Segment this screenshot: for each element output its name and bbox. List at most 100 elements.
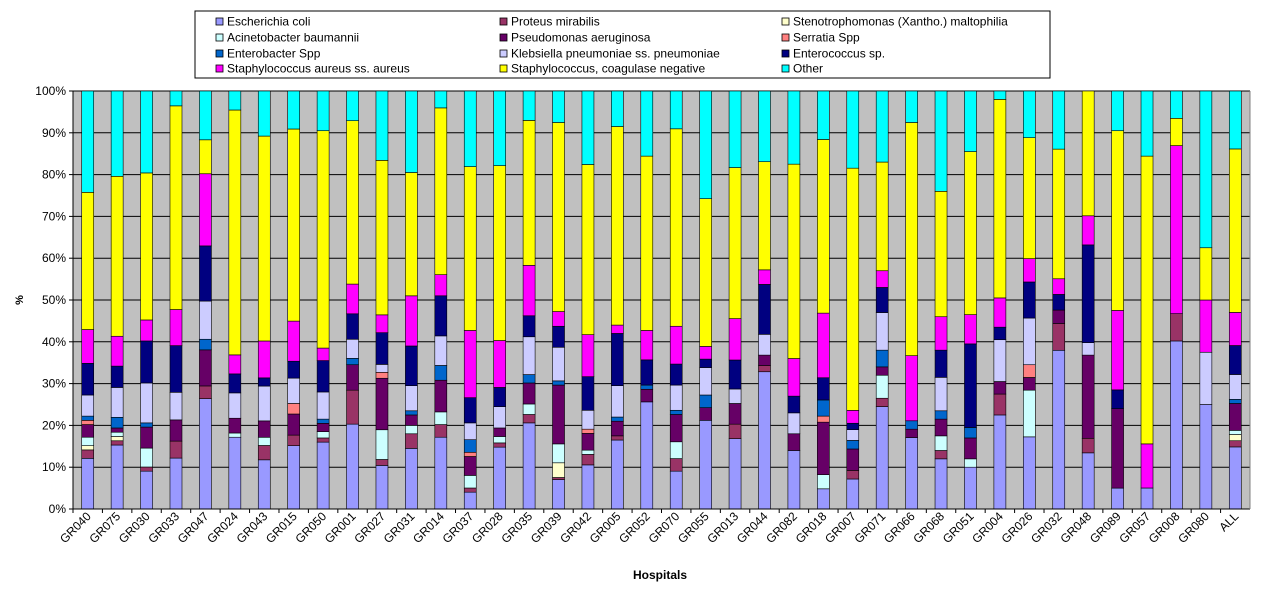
bar-segment	[1052, 349, 1066, 510]
bar-segment	[905, 428, 918, 438]
y-tick-label: 50%	[42, 293, 66, 307]
legend-swatch	[499, 49, 508, 58]
bar-segment	[522, 414, 536, 424]
bar-segment	[875, 374, 889, 399]
legend-swatch	[215, 17, 224, 26]
bar-segment	[405, 425, 418, 435]
bar-segment	[875, 270, 889, 288]
bar-segment	[110, 436, 124, 442]
bar-segment	[964, 466, 977, 510]
bar-segment	[110, 90, 124, 177]
bar-segment	[110, 416, 124, 429]
bar-segment	[728, 423, 742, 439]
bar-segment	[110, 387, 124, 418]
bar-segment	[699, 358, 712, 368]
bar-segment	[434, 274, 448, 297]
bar-segment	[846, 422, 860, 430]
bar-segment	[287, 445, 300, 510]
bar-segment	[140, 382, 153, 424]
bar-segment	[140, 319, 153, 342]
bar-segment	[1081, 342, 1095, 356]
bar-segment	[787, 450, 801, 510]
bar-segment	[1170, 118, 1183, 146]
bar-segment	[846, 167, 860, 411]
bar-segment	[199, 398, 212, 510]
bar-segment	[875, 287, 889, 313]
bar-segment	[699, 394, 712, 408]
bar-segment	[346, 90, 359, 122]
bar-segment	[169, 391, 183, 421]
bar-segment	[1052, 294, 1066, 311]
bar-segment	[199, 90, 212, 141]
bar-segment	[287, 128, 300, 322]
bar-segment	[405, 295, 418, 347]
bar-segment	[669, 458, 683, 472]
bar-segment	[228, 373, 242, 394]
bar-segment	[817, 474, 830, 490]
bar-segment	[817, 421, 830, 475]
bar-segment	[463, 422, 477, 440]
bar-segment	[934, 450, 948, 460]
legend-swatch	[215, 33, 224, 42]
bar-segment	[758, 161, 771, 271]
bar-segment	[522, 120, 536, 266]
bar-segment	[346, 358, 359, 366]
bar-segment	[640, 388, 654, 403]
bar-segment	[81, 424, 95, 438]
bar-segment	[728, 388, 742, 404]
bar-segment	[552, 380, 565, 386]
bar-segment	[817, 415, 830, 423]
bar-segment	[669, 414, 683, 443]
bar-segment	[934, 316, 948, 351]
bar-segment	[81, 420, 95, 425]
bar-segment	[905, 355, 918, 422]
bar-segment	[758, 354, 771, 366]
bar-segment	[522, 382, 536, 405]
legend-label: Staphylococcus, coagulase negative	[511, 62, 705, 76]
bar-segment	[846, 410, 860, 424]
y-tick-label: 30%	[42, 377, 66, 391]
bar-segment	[611, 126, 624, 326]
bar-segment	[434, 107, 448, 275]
bar-segment	[758, 269, 771, 285]
bar-segment	[169, 309, 183, 346]
bar-segment	[1023, 317, 1036, 366]
bar-segment	[1023, 281, 1036, 319]
bar-segment	[640, 384, 654, 390]
bar-segment	[522, 374, 536, 384]
bar-segment	[169, 419, 183, 442]
bar-segment	[728, 167, 742, 319]
bar-segment	[552, 90, 565, 123]
legend-label: Enterococcus sp.	[793, 47, 885, 61]
bar-segment	[1228, 399, 1242, 404]
bar-segment	[728, 359, 742, 390]
plot-area: 0%10%20%30%40%50%60%70%80%90%100%GR040GR…	[35, 84, 1251, 546]
legend-swatch	[215, 49, 224, 58]
bar-segment	[110, 176, 124, 337]
bar-segment	[257, 459, 271, 510]
bar-segment	[434, 90, 448, 109]
bar-segment	[463, 330, 477, 398]
legend-swatch	[215, 64, 224, 73]
bar-segment	[405, 385, 418, 412]
bar-segment	[758, 284, 771, 335]
y-axis-label: %	[14, 295, 26, 305]
bar-segment	[140, 90, 153, 174]
bar-segment	[964, 151, 977, 315]
bar-segment	[758, 371, 771, 510]
bar-segment	[611, 420, 624, 437]
bar-segment	[199, 385, 212, 399]
legend-label: Serratia Spp	[793, 31, 860, 45]
bar-segment	[1052, 278, 1066, 295]
bar-segment	[787, 90, 801, 165]
bar-segment	[228, 109, 242, 356]
bar-segment	[611, 333, 624, 386]
bar-segment	[110, 444, 124, 510]
bar-segment	[375, 160, 389, 316]
bar-segment	[140, 447, 153, 468]
bar-segment	[199, 139, 212, 175]
bar-segment	[287, 360, 300, 379]
bar-segment	[434, 379, 448, 413]
bar-segment	[346, 364, 359, 391]
bar-segment	[699, 367, 712, 396]
